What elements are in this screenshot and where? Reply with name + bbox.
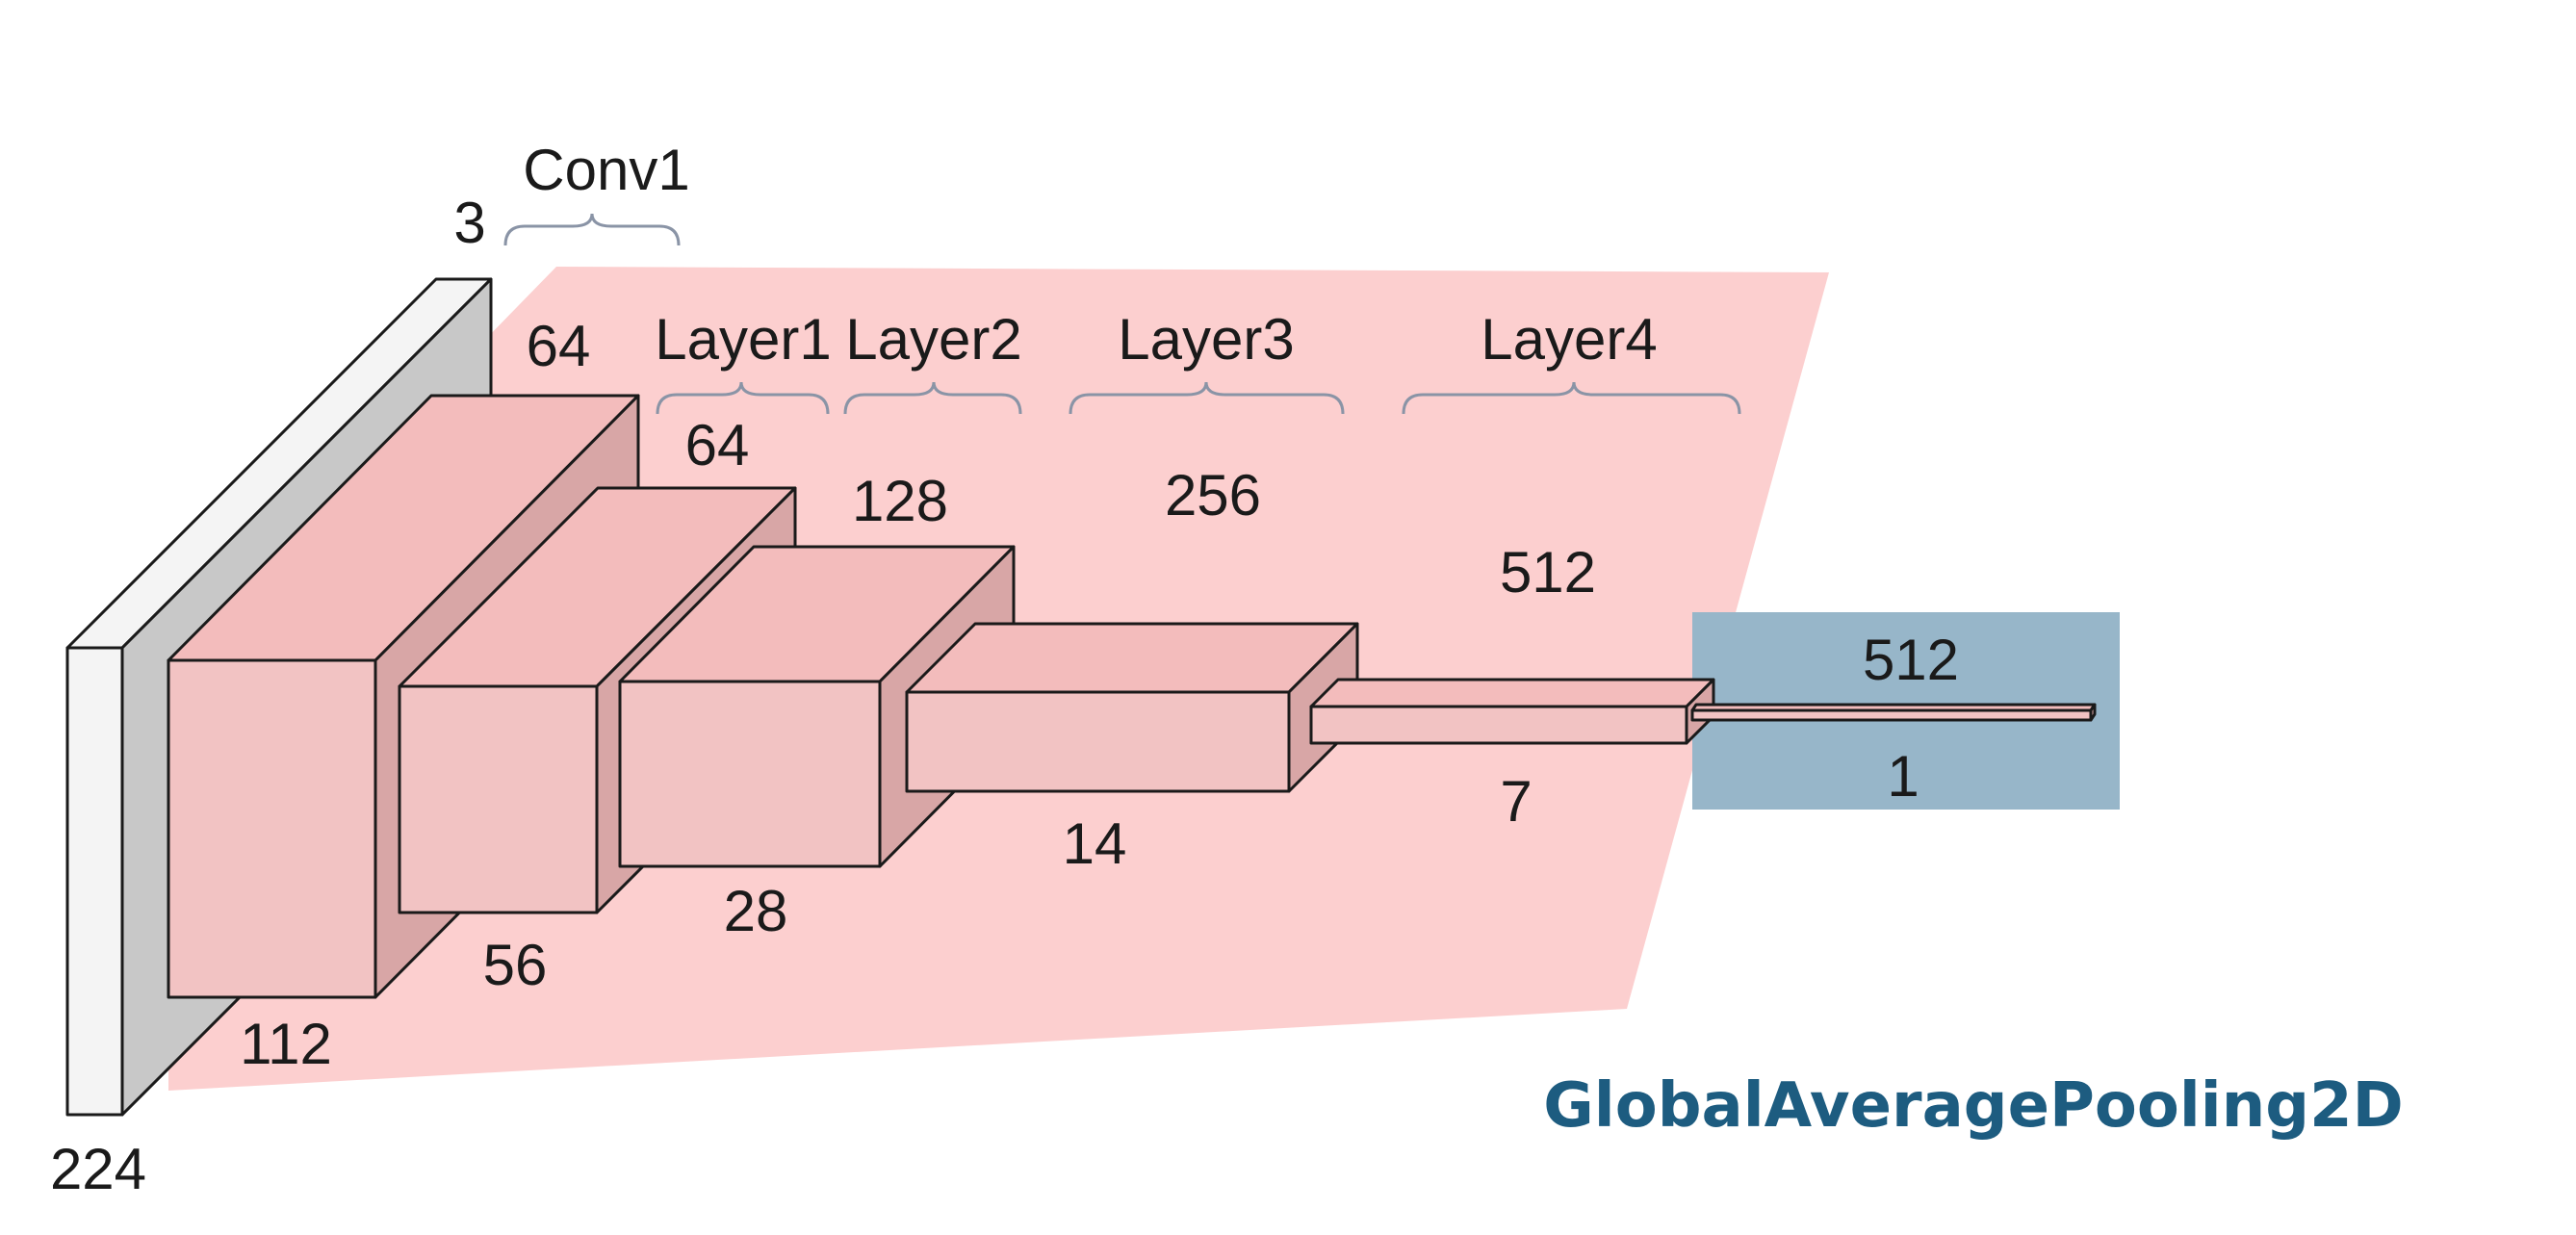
layer2-label: Layer2 — [845, 307, 1021, 372]
layer3-label: Layer3 — [1118, 307, 1294, 372]
layer3-block-top — [905, 622, 1359, 694]
layer1-size-label: 56 — [483, 933, 548, 997]
layer2-block-front — [618, 680, 882, 868]
layer4-block-top — [1309, 678, 1715, 708]
layer2-brace — [843, 381, 1022, 415]
conv1-size-label: 112 — [240, 1012, 332, 1076]
layer1-brace — [656, 381, 830, 415]
layer4-label: Layer4 — [1481, 307, 1657, 372]
layer3-block — [905, 622, 1359, 793]
layer1-label: Layer1 — [655, 307, 831, 372]
layer1-block-front — [398, 684, 599, 914]
conv1-label: Conv1 — [523, 138, 689, 202]
layer4-block-front — [1309, 705, 1688, 745]
layer3-brace — [1069, 381, 1345, 415]
layer3-size-label: 14 — [1063, 811, 1127, 876]
conv1-channels-label: 64 — [527, 314, 591, 378]
pooling-channels-label: 512 — [1863, 628, 1959, 692]
layer4-block — [1309, 678, 1715, 745]
layer2-size-label: 28 — [724, 879, 788, 943]
input-size-label: 224 — [50, 1137, 146, 1201]
conv1-brace — [503, 213, 681, 246]
pooling-title: GlobalAveragePooling2D — [1543, 1070, 2403, 1142]
layer3-block-front — [905, 690, 1291, 793]
layer3-channels-label: 256 — [1165, 463, 1261, 527]
input-channels-label: 3 — [453, 191, 485, 255]
pooling-output-block-top — [1690, 703, 2097, 712]
layer4-brace — [1402, 381, 1741, 415]
layer1-channels-label: 64 — [685, 413, 750, 477]
input-block-front — [65, 646, 124, 1117]
layer4-channels-label: 512 — [1500, 540, 1596, 605]
conv1-block-front — [167, 658, 377, 999]
pooling-output-block — [1690, 703, 2097, 722]
pooling-output-block-side — [2089, 703, 2097, 722]
pooling-size-label: 1 — [1887, 744, 1919, 809]
layer2-channels-label: 128 — [852, 469, 948, 533]
layer4-size-label: 7 — [1500, 769, 1532, 834]
